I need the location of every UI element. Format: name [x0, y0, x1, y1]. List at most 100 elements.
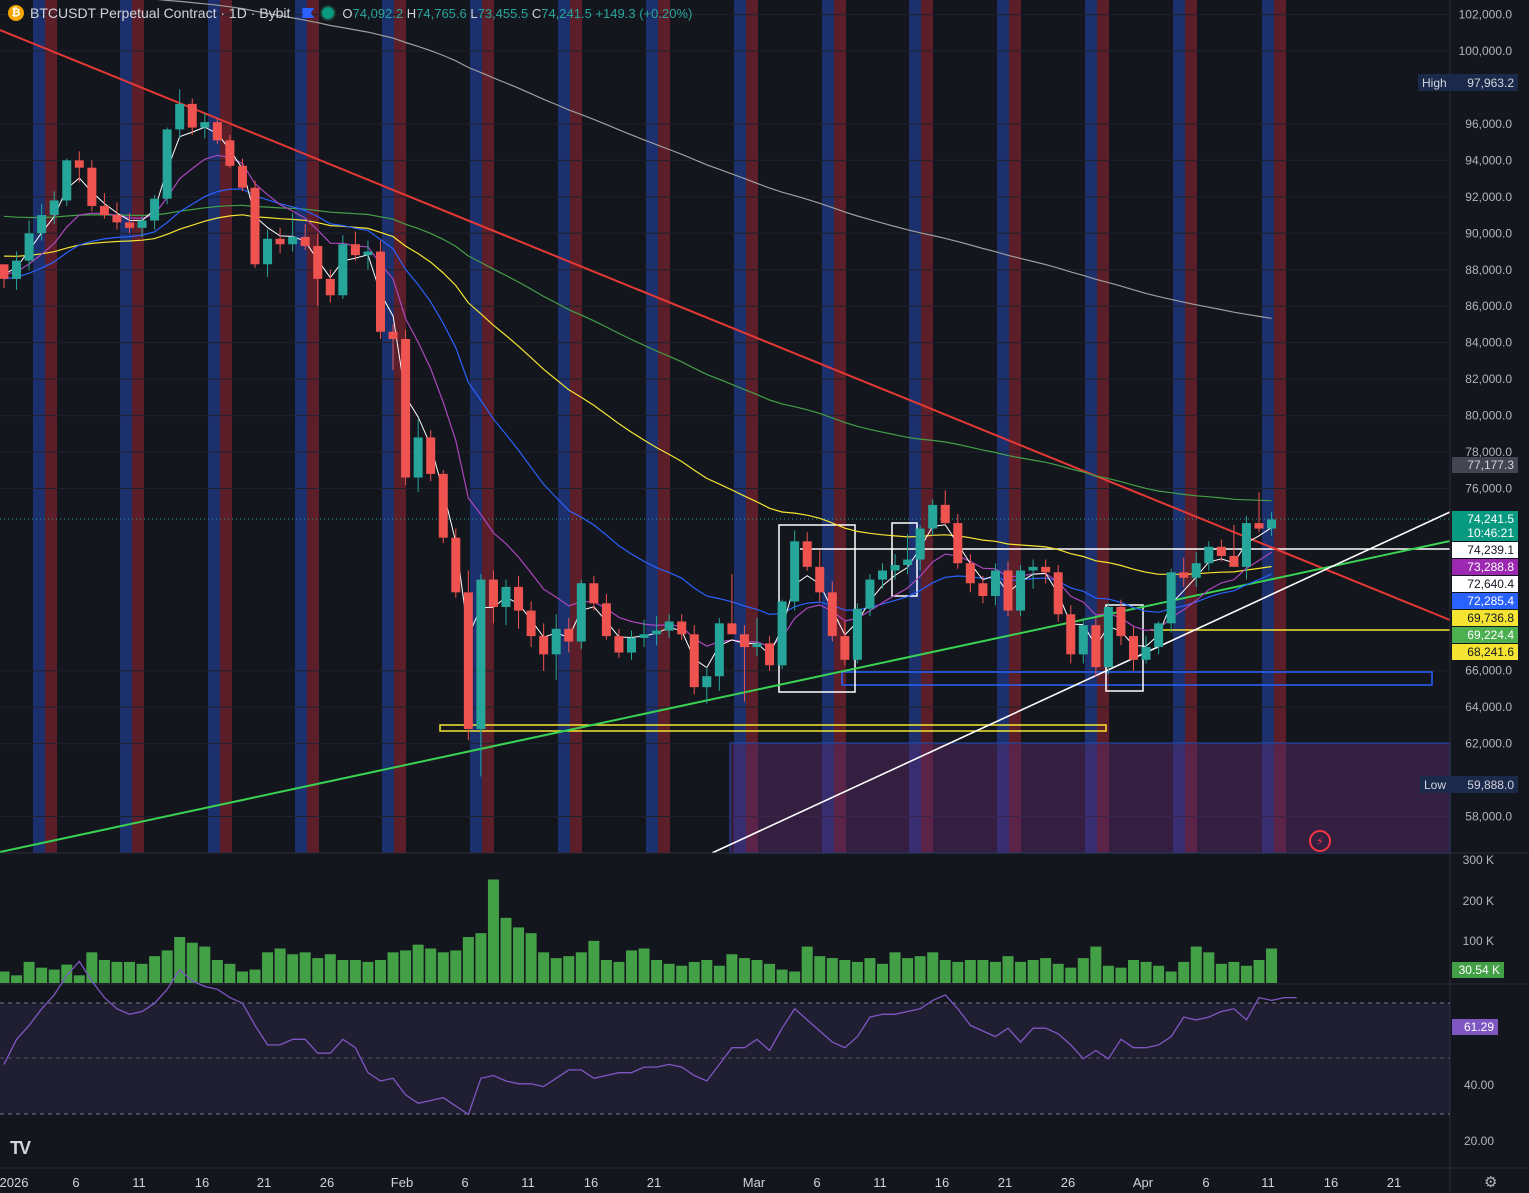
gear-icon[interactable]: ⚙ — [1484, 1174, 1498, 1191]
volume-tick: 300 K — [1463, 853, 1494, 867]
stripe-red — [307, 0, 319, 853]
volume-bar — [1228, 961, 1240, 983]
volume-bar — [149, 956, 161, 983]
stripe-blue — [822, 0, 834, 853]
candle-body — [187, 103, 197, 128]
volume-bar — [1015, 961, 1027, 983]
trendline-red — [0, 29, 1451, 621]
candle-body — [1041, 566, 1051, 573]
ema-50-line — [3, 214, 1272, 575]
stripe-red — [1274, 0, 1286, 853]
candle-body — [627, 637, 636, 653]
candle-body — [225, 140, 235, 166]
candle-body — [614, 636, 624, 653]
candle-body — [300, 236, 310, 247]
stripe-blue — [997, 0, 1009, 853]
trendline-white — [711, 511, 1451, 854]
candle-body — [1154, 623, 1164, 648]
price-badge-text: 72,640.4 — [1467, 577, 1514, 591]
volume-bar — [86, 952, 98, 983]
candle-body — [1204, 546, 1214, 564]
low-badge — [1420, 776, 1518, 793]
rsi-badge — [1452, 1019, 1498, 1035]
volume-badge — [1452, 962, 1504, 978]
candle-body — [501, 586, 511, 607]
volume-bar — [977, 960, 989, 983]
volume-bar — [462, 937, 474, 983]
candle-body — [1091, 625, 1101, 668]
time-tick: 11 — [521, 1175, 535, 1190]
price-badge — [1452, 644, 1518, 660]
stripe-red — [746, 0, 758, 853]
volume-bar — [236, 971, 248, 983]
candle-body — [689, 634, 699, 688]
candle-body — [350, 244, 360, 256]
candle-body — [200, 122, 210, 128]
volume-bar — [550, 958, 562, 983]
price-badge — [1452, 457, 1518, 473]
time-tick: 6 — [72, 1175, 79, 1190]
candle-body — [840, 636, 850, 660]
candle-body — [539, 636, 549, 655]
time-tick: 21 — [257, 1175, 271, 1190]
stripe-blue — [646, 0, 658, 853]
candle-body — [451, 537, 461, 593]
volume-bar — [701, 960, 713, 983]
candle-body — [1028, 566, 1038, 571]
time-tick: Apr — [1133, 1175, 1154, 1190]
volume-bar — [914, 956, 926, 983]
ema-200-line — [157, 0, 1272, 319]
candle-body — [965, 563, 975, 584]
volume-bar — [136, 963, 148, 983]
stripe-blue — [33, 0, 45, 853]
volume-bar — [1215, 963, 1227, 983]
candle-body — [727, 623, 737, 635]
stripe-red — [1185, 0, 1197, 853]
candle-body — [576, 583, 586, 642]
candle-body — [338, 244, 348, 296]
candle-body — [1116, 606, 1126, 637]
volume-bar — [0, 971, 10, 983]
stripe-blue — [382, 0, 394, 853]
price-tick: 92,000.0 — [1465, 190, 1512, 204]
price-badge-text: 69,736.8 — [1467, 611, 1514, 625]
flag-icon[interactable] — [302, 8, 315, 18]
volume-bar — [1203, 952, 1215, 983]
price-tick: 86,000.0 — [1465, 299, 1512, 313]
volume-bar — [839, 960, 851, 983]
volume-bar — [801, 946, 813, 983]
candle-body — [1267, 519, 1277, 529]
time-tick: 6 — [461, 1175, 468, 1190]
price-badge — [1452, 525, 1518, 541]
price-tick: 62,000.0 — [1465, 737, 1512, 751]
candle-body — [413, 437, 423, 478]
candle-body — [865, 579, 875, 609]
volume-bar — [387, 952, 399, 983]
candle-body — [1003, 570, 1013, 611]
alert-bolt-icon[interactable]: ⚡ — [1309, 830, 1331, 852]
price-badge-text: 73,288.8 — [1467, 560, 1514, 574]
symbol-title[interactable]: BTCUSDT Perpetual Contract · 1D · Bybit — [30, 5, 291, 21]
volume-bar — [525, 933, 537, 983]
candle-body — [990, 570, 1000, 597]
volume-bar — [262, 952, 274, 983]
chart-header: ₿ BTCUSDT Perpetual Contract · 1D · Bybi… — [0, 0, 692, 26]
volume-bar — [437, 952, 449, 983]
volume-bar — [174, 937, 186, 983]
candle-body — [150, 198, 160, 221]
high-label: High — [1422, 76, 1447, 90]
candle-body — [275, 238, 285, 245]
volume-bar — [626, 950, 637, 983]
time-tick: 21 — [1387, 1175, 1401, 1190]
volume-tick: 200 K — [1463, 894, 1494, 908]
candle-body — [890, 565, 900, 571]
candle-body — [376, 251, 385, 332]
volume-bar — [36, 967, 48, 983]
stripe-red — [1009, 0, 1021, 853]
price-tick: 78,000.0 — [1465, 445, 1512, 459]
price-tick: 84,000.0 — [1465, 336, 1512, 350]
time-tick: 6 — [813, 1175, 820, 1190]
price-tick: 96,000.0 — [1465, 117, 1512, 131]
volume-bar — [1115, 967, 1127, 983]
